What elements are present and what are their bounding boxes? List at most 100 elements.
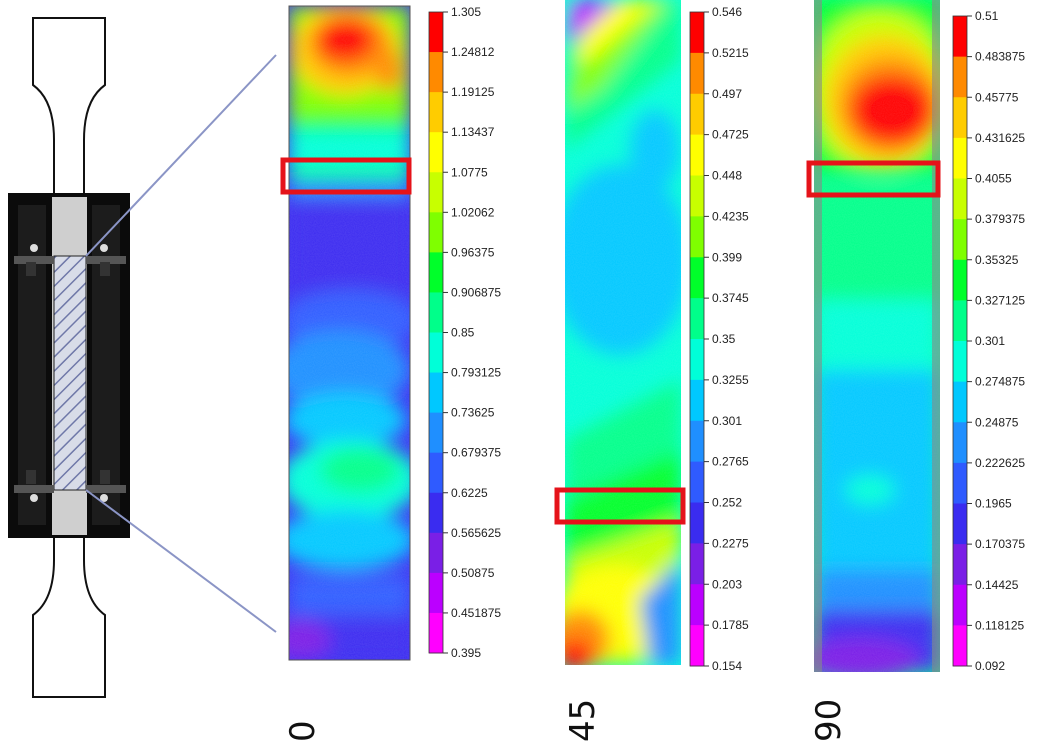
colorbar-segment — [690, 216, 704, 258]
colorbar-segment — [690, 625, 704, 667]
colorbar-segment — [690, 339, 704, 381]
colorbar-segment — [429, 372, 443, 414]
colorbar-segment — [429, 172, 443, 213]
colorbar-tick-label: 1.13437 — [451, 125, 495, 139]
colorbar-tick-label: 0.2765 — [712, 455, 749, 469]
colorbar-tick-label: 0.73625 — [451, 406, 495, 420]
lower-clamp — [14, 470, 126, 502]
colorbar-segment — [953, 178, 967, 220]
colorbar-tick-label: 0.3255 — [712, 373, 749, 387]
colorbar-segment — [690, 93, 704, 136]
colorbar-tick-label: 0.252 — [712, 496, 742, 510]
colorbar-segment — [953, 381, 967, 423]
colorbar-tick-label: 0.565625 — [451, 526, 501, 540]
colorbar-segment — [953, 503, 967, 545]
colorbar-segment — [690, 257, 704, 299]
colorbar-tick-label: 0.092 — [975, 659, 1005, 673]
specimen-illustration — [8, 17, 130, 698]
colorbar-tick-label: 1.19125 — [451, 85, 495, 99]
colorbar-tick-label: 0.1785 — [712, 618, 749, 632]
colorbar-tick-label: 1.24812 — [451, 45, 495, 59]
colorbar-segment — [690, 461, 704, 503]
colorbar-tick-label: 0.24875 — [975, 415, 1019, 429]
colorbar-tick-label: 0.274875 — [975, 375, 1025, 389]
colorbar-tick-label: 0.154 — [712, 659, 742, 673]
colorbar-tick-label: 0.96375 — [451, 245, 495, 259]
colorbar-tick-label: 0.45775 — [975, 90, 1019, 104]
colorbar-tick-label: 0.5215 — [712, 46, 749, 60]
colorbar-segment — [953, 300, 967, 342]
colorbar-segment — [690, 420, 704, 463]
colorbar-tick-label: 0.51 — [975, 9, 999, 23]
colorbar-tick-label: 0.4055 — [975, 172, 1012, 186]
colorbar-segment — [690, 584, 704, 626]
colorbar-segment — [429, 572, 443, 614]
zoom-line-top — [85, 54, 277, 257]
colorbar-segment — [690, 175, 704, 217]
colorbar-tick-label: 0.301 — [975, 334, 1005, 348]
upper-clamp — [14, 244, 126, 276]
colorbar-tick-label: 0.301 — [712, 414, 742, 428]
angle-label-90: 90 — [809, 699, 849, 742]
colorbar-segment — [429, 92, 443, 133]
colorbar-tick-label: 0.118125 — [975, 618, 1024, 632]
colorbar-tick-label: 0.222625 — [975, 456, 1025, 470]
colorbar-tick-label: 0.327125 — [975, 293, 1025, 307]
colorbar-tick-label: 0.451875 — [451, 606, 501, 620]
colorbar-segment — [429, 492, 443, 534]
colorbar-segment — [429, 252, 443, 293]
colorbar-0: 1.305 1.24812 1.19125 1.13437 1.0775 1.02062 0… — [428, 5, 501, 660]
colorbar-tick-label: 0.399 — [712, 250, 742, 264]
colorbar-tick-label: 0.6225 — [451, 486, 488, 500]
strain-map-0 — [289, 6, 410, 660]
colorbar-segment — [429, 52, 443, 93]
colorbar-segment — [953, 544, 967, 586]
strain-peak-highlight-90 — [806, 160, 941, 198]
colorbar-tick-label: 0.431625 — [975, 131, 1025, 145]
colorbar-tick-label: 0.906875 — [451, 285, 501, 299]
colorbar-segment — [690, 134, 704, 176]
colorbar-tick-label: 0.679375 — [451, 446, 501, 460]
colorbar-segment — [690, 502, 704, 544]
colorbar-tick-label: 0.170375 — [975, 537, 1025, 551]
colorbar-tick-label: 0.203 — [712, 577, 742, 591]
colorbar-tick-label: 0.50875 — [451, 566, 495, 580]
zoom-line-bottom — [85, 489, 277, 633]
colorbar-segment — [953, 584, 967, 626]
strain-peak-highlight-0 — [280, 157, 412, 195]
colorbar-segment — [690, 543, 704, 585]
colorbar-segment — [429, 12, 443, 53]
colorbar-segment — [690, 298, 704, 340]
colorbar-segment — [429, 132, 443, 173]
strain-map-90 — [814, 0, 940, 672]
colorbar-segment — [953, 259, 967, 301]
colorbar-tick-label: 0.546 — [712, 5, 742, 19]
colorbar-tick-label: 0.395 — [451, 646, 481, 660]
colorbar-tick-label: 0.35325 — [975, 253, 1019, 267]
colorbar-tick-label: 1.0775 — [451, 165, 488, 179]
colorbar-segment — [429, 412, 443, 454]
colorbar-tick-label: 0.793125 — [451, 366, 501, 380]
colorbar-tick-label: 0.379375 — [975, 212, 1025, 226]
colorbar-segment — [690, 12, 704, 54]
strain-map-45 — [565, 0, 681, 665]
colorbar-segment — [953, 97, 967, 139]
colorbar-segment — [953, 16, 967, 58]
colorbar-tick-label: 0.2275 — [712, 536, 749, 550]
colorbar-tick-label: 0.14425 — [975, 578, 1019, 592]
colorbar-tick-label: 0.4725 — [712, 128, 749, 142]
colorbar-45: 0.546 0.5215 0.497 0.4725 0.448 0.4235 0.399 0.… — [689, 5, 749, 673]
strain-peak-highlight-45 — [554, 487, 686, 525]
colorbar-segment — [690, 379, 704, 422]
colorbar-tick-label: 0.497 — [712, 87, 742, 101]
colorbar-tick-label: 0.1965 — [975, 497, 1012, 511]
angle-label-45: 45 — [563, 699, 603, 742]
colorbar-tick-label: 0.483875 — [975, 50, 1025, 64]
colorbar-segment — [429, 452, 443, 494]
colorbar-tick-label: 0.35 — [712, 332, 736, 346]
colorbar-segment — [429, 532, 443, 574]
colorbar-segment — [953, 625, 967, 667]
colorbar-tick-label: 1.02062 — [451, 205, 495, 219]
colorbar-segment — [953, 56, 967, 98]
